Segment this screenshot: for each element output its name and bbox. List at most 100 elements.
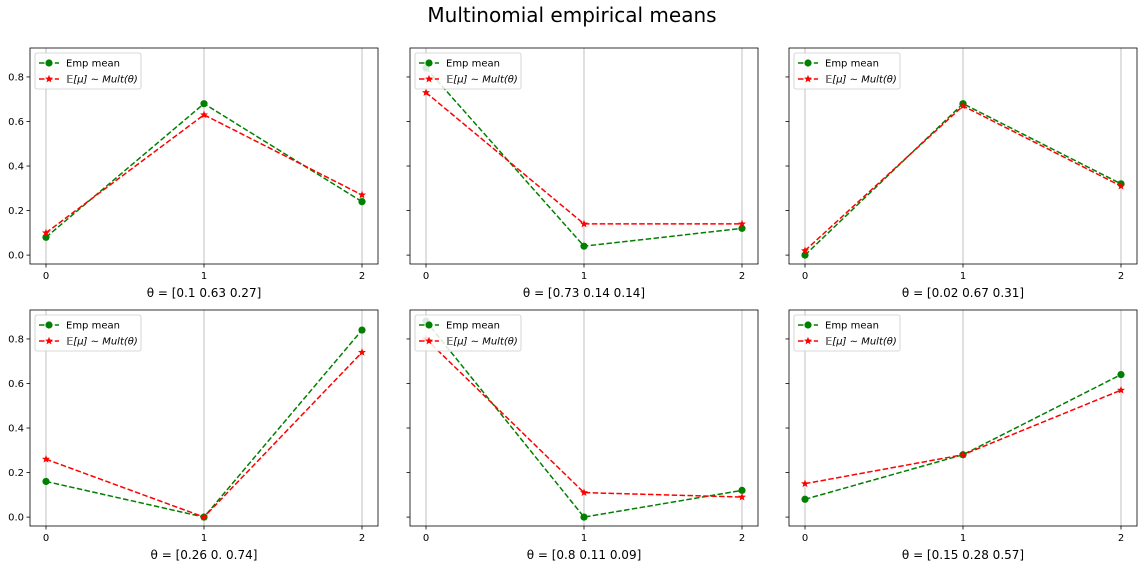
x-tick-label: 2 bbox=[739, 271, 745, 282]
data-point-expected bbox=[358, 190, 366, 199]
legend: Emp mean 𝔼[μ] ∼ Mult(θ) bbox=[793, 314, 901, 352]
y-tick-label: 0.2 bbox=[8, 468, 24, 479]
data-point-expected bbox=[1117, 181, 1125, 190]
legend-label-emp-mean: Emp mean bbox=[825, 59, 879, 70]
legend-box bbox=[793, 52, 901, 90]
data-point-emp-mean bbox=[200, 100, 208, 108]
data-point-expected bbox=[959, 101, 967, 110]
subplot-grid: 0 1 2 0.0 0.2 0.4 0.6 0.8 θ = [0.1 0.63 0.27] Emp… bbox=[8, 47, 1138, 562]
legend-label-emp-mean: Emp mean bbox=[446, 321, 500, 332]
figure-title: Multinomial empirical means bbox=[427, 3, 716, 27]
legend-box bbox=[414, 314, 522, 352]
data-point-expected bbox=[42, 455, 50, 463]
data-point-expected bbox=[422, 88, 430, 96]
data-point-emp-mean bbox=[738, 486, 746, 494]
x-axis-label: θ = [0.1 0.63 0.27] bbox=[147, 286, 262, 300]
data-point-emp-mean bbox=[42, 477, 50, 486]
data-point-emp-mean bbox=[801, 251, 809, 259]
data-point-expected bbox=[200, 110, 208, 119]
legend: Emp mean 𝔼[μ] ∼ Mult(θ) bbox=[414, 52, 522, 90]
series-line-expected bbox=[45, 113, 363, 234]
legend-box bbox=[793, 314, 901, 352]
data-point-emp-mean bbox=[801, 495, 809, 503]
x-axis-label: θ = [0.26 0. 0.74] bbox=[151, 548, 258, 562]
x-tick-label: 0 bbox=[43, 271, 49, 282]
y-tick-label: 0.6 bbox=[8, 117, 24, 128]
x-axis-label: θ = [0.8 0.11 0.09] bbox=[527, 548, 642, 562]
legend-marker-emp-mean bbox=[804, 59, 812, 67]
x-axis-label: θ = [0.73 0.14 0.14] bbox=[523, 286, 645, 300]
legend-label-emp-mean: Emp mean bbox=[66, 321, 120, 332]
subplot-6: 0 1 2 θ = [0.15 0.28 0.57] Emp mean 𝔼[μ] ∼ Mu… bbox=[785, 309, 1138, 562]
data-point-emp-mean bbox=[580, 242, 588, 250]
x-tick-label: 2 bbox=[739, 533, 745, 544]
x-tick-label: 2 bbox=[1118, 271, 1124, 282]
y-tick-label: 0.2 bbox=[8, 206, 24, 217]
x-tick-label: 1 bbox=[581, 271, 587, 282]
legend-label-emp-mean: Emp mean bbox=[446, 59, 500, 70]
x-tick-label: 0 bbox=[802, 271, 808, 282]
data-point-expected bbox=[1117, 385, 1125, 394]
x-tick-label: 1 bbox=[960, 271, 966, 282]
legend: Emp mean 𝔼[μ] ∼ Mult(θ) bbox=[34, 52, 142, 90]
x-tick-label: 1 bbox=[581, 533, 587, 544]
legend: Emp mean 𝔼[μ] ∼ Mult(θ) bbox=[793, 52, 901, 90]
subplot-1: 0 1 2 0.0 0.2 0.4 0.6 0.8 θ = [0.1 0.63 0.27] Emp… bbox=[8, 47, 379, 300]
legend-label-expected: 𝔼[μ] ∼ Mult(θ) bbox=[446, 337, 518, 348]
data-point-expected bbox=[738, 219, 746, 228]
y-tick-label: 0.4 bbox=[8, 424, 24, 435]
subplot-3: 0 1 2 θ = [0.02 0.67 0.31] Emp mean 𝔼[μ] ∼ Mu… bbox=[785, 47, 1138, 300]
data-point-expected bbox=[959, 450, 967, 459]
y-tick-label: 0.8 bbox=[8, 334, 24, 345]
x-tick-label: 1 bbox=[201, 271, 207, 282]
legend-box bbox=[414, 52, 522, 90]
x-tick-label: 2 bbox=[1118, 533, 1124, 544]
legend-marker-emp-mean bbox=[425, 321, 433, 329]
y-tick-label: 0.0 bbox=[8, 513, 24, 524]
legend-marker-emp-mean bbox=[804, 321, 812, 329]
data-point-expected bbox=[801, 479, 809, 488]
y-tick-label: 0.4 bbox=[8, 162, 24, 173]
data-point-emp-mean bbox=[42, 233, 50, 241]
x-tick-label: 0 bbox=[802, 533, 808, 544]
series-line-emp-mean bbox=[804, 102, 1122, 256]
data-point-expected bbox=[738, 492, 746, 501]
x-tick-label: 2 bbox=[359, 533, 365, 544]
data-point-expected bbox=[200, 512, 208, 521]
legend-label-expected: 𝔼[μ] ∼ Mult(θ) bbox=[825, 75, 897, 86]
subplot-2: 0 1 2 θ = [0.73 0.14 0.14] Emp mean 𝔼[μ] ∼ Mu… bbox=[406, 47, 759, 300]
legend-marker-expected bbox=[425, 74, 433, 83]
legend-label-expected: 𝔼[μ] ∼ Mult(θ) bbox=[66, 75, 138, 86]
data-point-expected bbox=[580, 488, 588, 496]
y-tick-label: 0.8 bbox=[8, 72, 24, 83]
legend-marker-emp-mean bbox=[425, 59, 433, 67]
data-point-expected bbox=[801, 246, 809, 255]
legend-label-expected: 𝔼[μ] ∼ Mult(θ) bbox=[446, 75, 518, 86]
data-point-emp-mean bbox=[580, 513, 588, 521]
series-line-emp-mean bbox=[425, 320, 743, 518]
x-tick-label: 1 bbox=[201, 533, 207, 544]
data-point-expected bbox=[42, 228, 50, 237]
y-tick-label: 0.0 bbox=[8, 251, 24, 262]
legend-label-emp-mean: Emp mean bbox=[825, 321, 879, 332]
legend-box bbox=[34, 314, 142, 352]
legend-label-expected: 𝔼[μ] ∼ Mult(θ) bbox=[825, 337, 897, 348]
legend-label-emp-mean: Emp mean bbox=[66, 59, 120, 70]
subplot-4: 0 1 2 0.0 0.2 0.4 0.6 0.8 θ = [0.26 0. 0.74] Emp … bbox=[8, 309, 379, 562]
x-tick-label: 0 bbox=[423, 533, 429, 544]
legend: Emp mean 𝔼[μ] ∼ Mult(θ) bbox=[34, 314, 142, 352]
legend: Emp mean 𝔼[μ] ∼ Mult(θ) bbox=[414, 314, 522, 352]
x-axis-label: θ = [0.15 0.28 0.57] bbox=[902, 548, 1024, 562]
y-tick-label: 0.6 bbox=[8, 379, 24, 390]
x-tick-label: 2 bbox=[359, 271, 365, 282]
data-point-expected bbox=[358, 348, 366, 356]
legend-marker-expected bbox=[425, 336, 433, 345]
data-point-emp-mean bbox=[1117, 370, 1125, 379]
legend-marker-expected bbox=[45, 336, 53, 345]
legend-marker-emp-mean bbox=[45, 59, 53, 67]
data-point-emp-mean bbox=[358, 198, 366, 206]
subplot-5: 0 1 2 θ = [0.8 0.11 0.09] Emp mean 𝔼[μ] ∼ Mul… bbox=[406, 309, 759, 562]
x-tick-label: 0 bbox=[423, 271, 429, 282]
x-tick-label: 0 bbox=[43, 533, 49, 544]
